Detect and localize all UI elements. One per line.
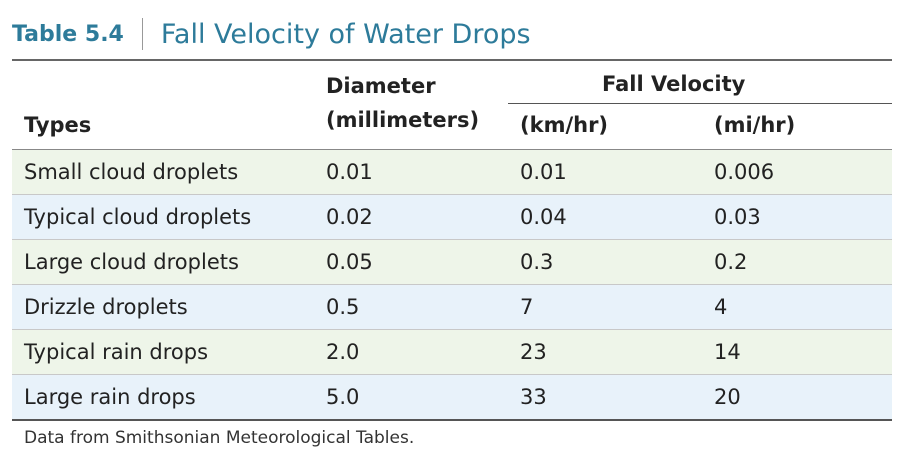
cell-km-hr: 0.3 [520,250,554,274]
cell-type: Drizzle droplets [24,295,188,319]
cell-mi-hr: 0.006 [714,160,775,184]
table-row: Large cloud droplets 0.05 0.3 0.2 [12,240,892,285]
header-km-hr: (km/hr) [520,113,609,137]
cell-diameter: 2.0 [326,340,360,364]
header-types: Types [24,113,92,137]
cell-km-hr: 33 [520,385,547,409]
cell-mi-hr: 14 [714,340,741,364]
header-rule [12,149,892,150]
table-title: Fall Velocity of Water Drops [160,18,531,50]
table-header: Types Diameter (millimeters) Fall Veloci… [12,61,892,149]
title-separator [141,18,143,50]
cell-km-hr: 7 [520,295,534,319]
cell-km-hr: 23 [520,340,547,364]
top-rule [12,59,892,61]
table-title-bar: Table 5.4 Fall Velocity of Water Drops [12,14,531,54]
cell-diameter: 0.05 [326,250,373,274]
header-fall-velocity: Fall Velocity [602,72,746,96]
cell-mi-hr: 4 [714,295,728,319]
table-body: Small cloud droplets 0.01 0.01 0.006 Typ… [12,150,892,421]
cell-mi-hr: 0.2 [714,250,748,274]
cell-km-hr: 0.01 [520,160,567,184]
table-row: Typical cloud droplets 0.02 0.04 0.03 [12,195,892,240]
cell-type: Large cloud droplets [24,250,239,274]
header-diameter-line2: (millimeters) [326,108,480,132]
header-mi-hr: (mi/hr) [714,113,796,137]
cell-type: Small cloud droplets [24,160,239,184]
cell-type: Typical rain drops [24,340,209,364]
table-row: Small cloud droplets 0.01 0.01 0.006 [12,150,892,195]
cell-type: Large rain drops [24,385,196,409]
cell-mi-hr: 0.03 [714,205,761,229]
table-number: Table 5.4 [12,21,124,47]
cell-mi-hr: 20 [714,385,741,409]
cell-type: Typical cloud droplets [24,205,252,229]
table-row: Typical rain drops 2.0 23 14 [12,330,892,375]
header-diameter: Diameter (millimeters) [326,69,479,137]
source-note: Data from Smithsonian Meteorological Tab… [24,428,415,448]
cell-km-hr: 0.04 [520,205,567,229]
cell-diameter: 5.0 [326,385,360,409]
table-row: Drizzle droplets 0.5 7 4 [12,285,892,330]
header-diameter-line1: Diameter [326,74,436,98]
table-row: Large rain drops 5.0 33 20 [12,375,892,421]
cell-diameter: 0.01 [326,160,373,184]
cell-diameter: 0.5 [326,295,360,319]
fall-velocity-rule [508,103,892,104]
cell-diameter: 0.02 [326,205,373,229]
